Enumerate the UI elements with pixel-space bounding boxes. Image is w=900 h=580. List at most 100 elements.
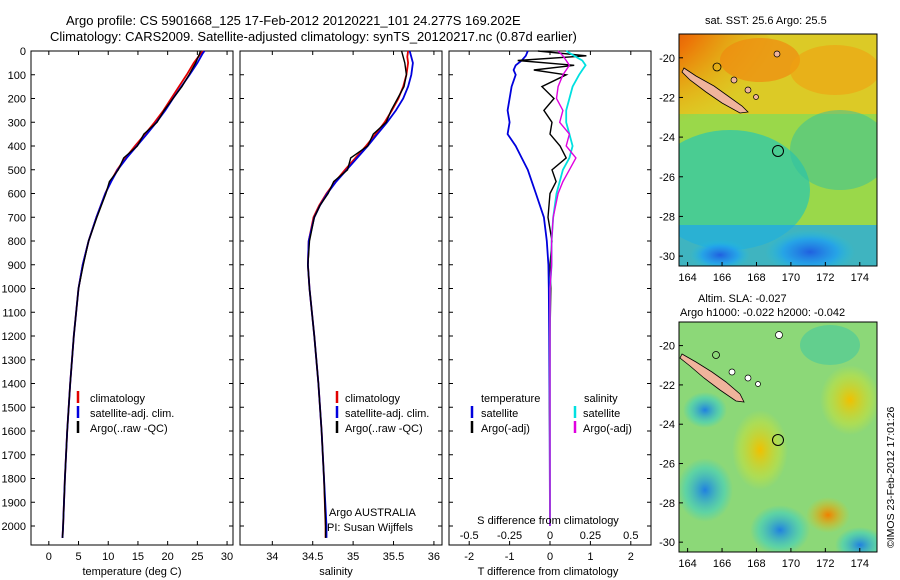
depth-tick-label: 200 xyxy=(8,94,26,106)
map-lat-label: -28 xyxy=(659,498,675,510)
sla-map-blue-eddy xyxy=(679,458,733,522)
x-tick-label: 5 xyxy=(75,551,81,563)
argo-float-position xyxy=(772,145,784,157)
loyalty-island xyxy=(744,86,752,94)
legend-climatology-label: climatology xyxy=(345,393,401,405)
depth-tick-label: 2000 xyxy=(2,521,26,533)
sla-map-yellow-eddy xyxy=(820,365,877,435)
depth-tick-label: 1800 xyxy=(2,474,26,486)
sst-map xyxy=(679,34,877,266)
map-lon-label: 166 xyxy=(713,558,731,570)
depth-tick-label: 500 xyxy=(8,165,26,177)
loyalty-island xyxy=(728,368,736,376)
map-lon-label: 170 xyxy=(782,558,800,570)
depth-tick-label: 1700 xyxy=(2,450,26,462)
sst-map-cool-patch xyxy=(679,130,810,250)
sst-map-title: sat. SST: 25.6 Argo: 25.5 xyxy=(705,15,827,27)
x-top-tick-label: -0.5 xyxy=(460,530,479,542)
x-tick-label: 36 xyxy=(428,551,440,563)
depth-tick-label: 1200 xyxy=(2,331,26,343)
x-tick-label: 2 xyxy=(628,551,634,563)
x-tick-label: 15 xyxy=(132,551,144,563)
map-lon-label: 168 xyxy=(747,272,765,284)
map-lon-label: 170 xyxy=(782,272,800,284)
depth-tick-label: 1400 xyxy=(2,379,26,391)
depth-tick-label: 1300 xyxy=(2,355,26,367)
difference-xlabel: T difference from climatology xyxy=(478,566,619,578)
x-tick-label: 20 xyxy=(162,551,174,563)
imos-timestamp: ©IMOS 23-Feb-2012 17:01:26 xyxy=(885,406,897,548)
legend-argo-label: Argo(..raw -QC) xyxy=(345,423,423,435)
x-top-tick-label: 0.5 xyxy=(623,530,638,542)
difference-xlabel-top: S difference from climatology xyxy=(477,515,619,527)
sst-map-cool-patch xyxy=(790,110,877,190)
sla-map-orange-eddy xyxy=(806,497,850,533)
series-line-argo-raw-qc xyxy=(307,50,408,538)
new-caledonia-land xyxy=(681,67,749,114)
sla-map-frame xyxy=(678,321,878,553)
depth-tick-label: 100 xyxy=(8,70,26,82)
depth-tick-label: 800 xyxy=(8,236,26,248)
map-lat-label: -24 xyxy=(659,132,675,144)
legend-sal-satellite-label: satellite xyxy=(583,408,620,420)
legend-satellite-label: satellite-adj. clim. xyxy=(90,408,174,420)
x-tick-label: 35.5 xyxy=(383,551,404,563)
depth-tick-label: 1500 xyxy=(2,402,26,414)
temperature-panel xyxy=(30,50,234,546)
x-tick-label: -2 xyxy=(464,551,474,563)
depth-tick-label: 1000 xyxy=(2,284,26,296)
argo-float-position xyxy=(772,434,784,446)
x-tick-label: -1 xyxy=(505,551,515,563)
depth-tick-label: 1600 xyxy=(2,426,26,438)
loyalty-island xyxy=(744,374,752,382)
sst-map-orange-patch xyxy=(720,38,800,82)
salinity-xlabel: salinity xyxy=(319,566,353,578)
x-tick-label: 1 xyxy=(587,551,593,563)
map-lat-label: -26 xyxy=(659,459,675,471)
x-tick-label: 10 xyxy=(102,551,114,563)
map-lon-label: 168 xyxy=(747,558,765,570)
x-tick-label: 25 xyxy=(191,551,203,563)
salinity-panel xyxy=(239,50,443,546)
difference-legend: temperature salinity satellite Argo(-adj… xyxy=(470,393,632,435)
figure-title-line1: Argo profile: CS 5901668_125 17-Feb-2012… xyxy=(66,13,521,28)
map-lon-label: 174 xyxy=(851,272,869,284)
legend-climatology-label: climatology xyxy=(90,393,146,405)
map-lat-label: -26 xyxy=(659,172,675,184)
legend-temp-argo-label: Argo(-adj) xyxy=(481,423,530,435)
sst-map-orange-patch xyxy=(790,45,877,95)
depth-axis: 0 100 200 300 400 500 600 700 800 900 1000 1100 1200… xyxy=(2,46,26,533)
loyalty-island xyxy=(730,76,738,84)
map-lat-label: -20 xyxy=(659,53,675,65)
depth-tick-label: 900 xyxy=(8,260,26,272)
sla-map-subtitle: Argo h1000: -0.022 h2000: -0.042 xyxy=(680,307,845,319)
x-tick-label: 34 xyxy=(266,551,278,563)
series-line-argo-raw-qc xyxy=(61,50,201,538)
x-top-tick-label: 0.25 xyxy=(580,530,601,542)
depth-tick-label: 700 xyxy=(8,212,26,224)
temperature-legend: climatology satellite-adj. clim. Argo(..… xyxy=(76,391,174,435)
sst-map-axes: 164 166 168 170 172 174 -20 -22 -24 -26 -28 -30 xyxy=(659,53,869,284)
sla-map-yellow-eddy xyxy=(732,410,788,490)
profile-lines xyxy=(61,50,587,538)
x-tick-label: 0 xyxy=(46,551,52,563)
sla-map-axes: 164 166 168 170 172 174 -20 -22 -24 -26 -28 -30 xyxy=(659,341,869,570)
sla-map-blue-eddy xyxy=(750,505,810,552)
map-lat-label: -28 xyxy=(659,211,675,223)
legend-sal-argo-label: Argo(-adj) xyxy=(583,423,632,435)
x-tick-label: 35 xyxy=(347,551,359,563)
map-lon-label: 172 xyxy=(816,272,834,284)
argo-agency-note: Argo AUSTRALIA xyxy=(329,507,416,519)
loyalty-island xyxy=(755,381,761,387)
temperature-xlabel: temperature (deg C) xyxy=(82,566,181,578)
x-top-tick-label: 0 xyxy=(547,530,553,542)
map-lon-label: 164 xyxy=(678,558,696,570)
map-lon-label: 166 xyxy=(713,272,731,284)
sla-map-blue-eddy xyxy=(683,392,727,428)
legend-temp-satellite-label: satellite xyxy=(481,408,518,420)
sst-map-frame xyxy=(678,33,878,267)
sla-map-title: Altim. SLA: -0.027 xyxy=(698,293,787,305)
legend-satellite-label: satellite-adj. clim. xyxy=(345,408,429,420)
north-island xyxy=(712,62,722,72)
series-line-temperature-satellite xyxy=(506,50,551,527)
